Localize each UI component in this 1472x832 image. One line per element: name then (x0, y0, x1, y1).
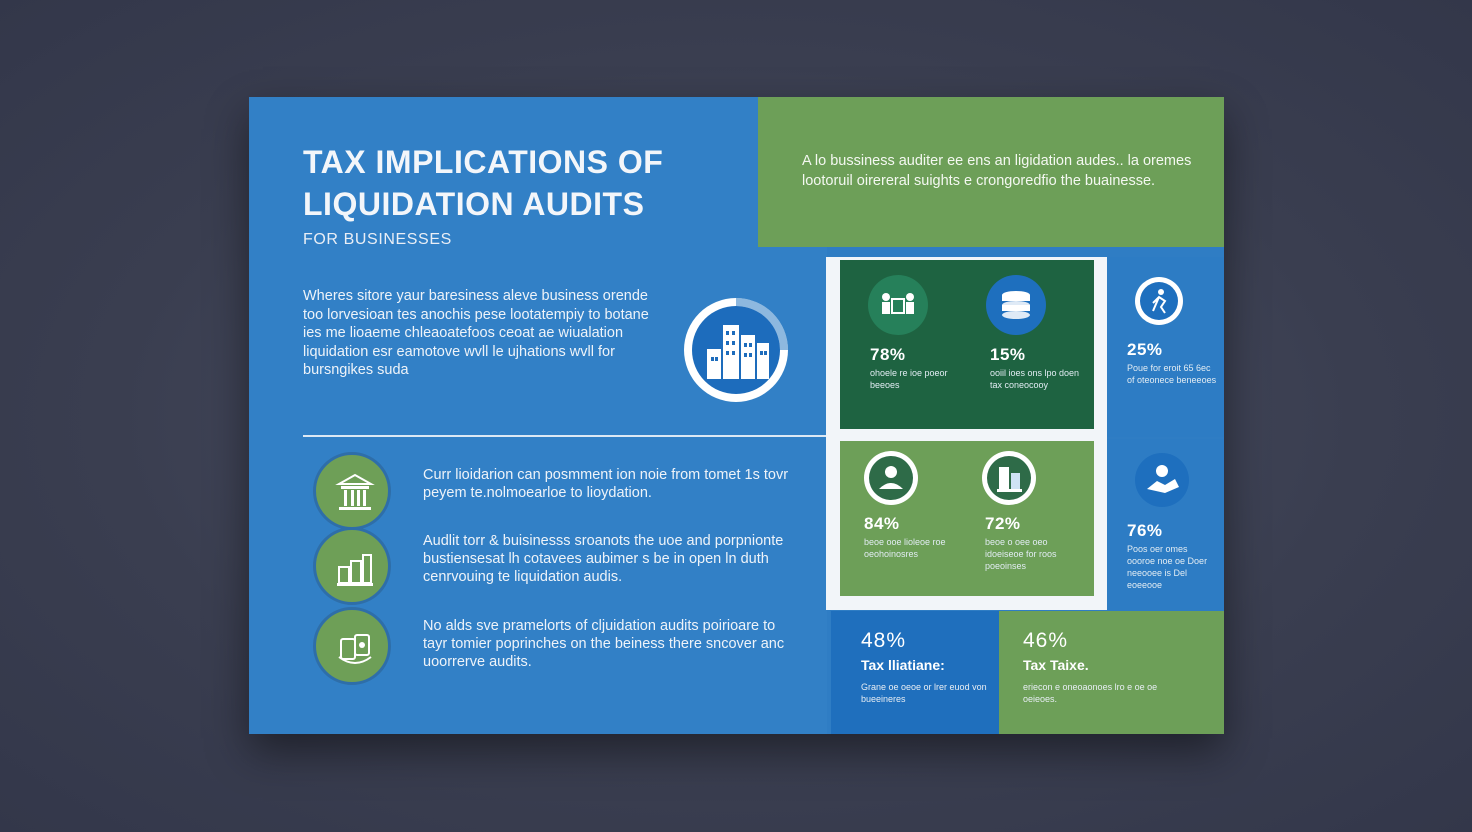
stat-value: 76% (1127, 521, 1163, 540)
bottom-stat-caption: eriecon e oneoaonoes lro e oe oe oeieoes… (1023, 682, 1158, 704)
bottom-stat-box: 46% Tax Taixe. eriecon e oneoaonoes lro … (999, 611, 1224, 734)
buildings-ring-icon (684, 298, 788, 402)
stat-caption: ohoele re ioe poeor beeoes (870, 368, 948, 390)
page-subtitle: FOR BUSINESSES (303, 231, 452, 248)
feature-text: No alds sve pramelorts of cljuidation au… (423, 618, 785, 670)
callout-box: A lo bussiness auditer ee ens an ligidat… (758, 97, 1224, 247)
stats-tile: 78% ohoele re ioe poeor beeoes 15% ooiil… (840, 260, 1094, 429)
stats-tile: 76% Poos oer omes oooroe noe oe Doer nee… (1107, 439, 1224, 611)
section-divider (303, 435, 827, 437)
bottom-stat-value: 48% (861, 629, 907, 652)
bank-icon (313, 452, 391, 530)
money-stack-icon (313, 527, 391, 605)
stat-value: 25% (1127, 340, 1163, 359)
feature-item: Audlit torr & buisinesss sroanots the uo… (313, 527, 783, 607)
bottom-stat-caption: Grane oe oeoe or lrer euod von bueeinere… (861, 682, 987, 704)
building-icon (982, 451, 1036, 505)
team-icon (868, 275, 928, 335)
stat-caption: beoe o oee oeo idoeiseoe for roos poeoin… (985, 537, 1057, 571)
callout-text: A lo bussiness auditer ee ens an ligidat… (802, 153, 1192, 189)
stat-caption: ooiil ioes ons lpo doen tax coneocooy (990, 368, 1080, 390)
feature-item: No alds sve pramelorts of cljuidation au… (313, 607, 784, 687)
stat-caption: Poue for eroit 65 6ec of oteonece beneeo… (1127, 363, 1217, 385)
runner-icon (1135, 277, 1183, 325)
intro-paragraph: Wheres sitore yaur baresiness aleve busi… (303, 288, 649, 378)
bottom-stat-label: Tax lliatiane: (861, 657, 945, 673)
stat-value: 78% (870, 345, 906, 364)
stat-value: 15% (990, 345, 1026, 364)
coins-icon (986, 275, 1046, 335)
left-panel: TAX IMPLICATIONS OF LIQUIDATION AUDITS F… (249, 97, 827, 734)
feature-text: Audlit torr & buisinesss sroanots the uo… (423, 533, 784, 585)
feature-text: Curr lioidarion can posmment ion noie fr… (423, 467, 789, 501)
stat-caption: Poos oer omes oooroe noe oe Doer neeooee… (1127, 544, 1208, 590)
stat-value: 72% (985, 514, 1021, 533)
page-title: TAX IMPLICATIONS OF LIQUIDATION AUDITS (303, 144, 664, 222)
handshake-icon (1135, 453, 1189, 507)
stats-tile: 84% beoe ooe lioleoe roe oeohoinosres 72… (840, 441, 1094, 596)
bottom-stat-label: Tax Taixe. (1023, 657, 1089, 673)
feature-item: Curr lioidarion can posmment ion noie fr… (313, 452, 788, 532)
documents-icon (313, 607, 391, 685)
person-icon (864, 451, 918, 505)
stat-caption: beoe ooe lioleoe roe oeohoinosres (864, 537, 946, 559)
stat-value: 84% (864, 514, 900, 533)
stats-tile: 25% Poue for eroit 65 6ec of oteonece be… (1107, 257, 1224, 437)
bottom-stat-value: 46% (1023, 629, 1069, 652)
bottom-stat-box: 48% Tax lliatiane: Grane oe oeoe or lrer… (831, 611, 999, 734)
infographic-card: TAX IMPLICATIONS OF LIQUIDATION AUDITS F… (249, 97, 1224, 734)
